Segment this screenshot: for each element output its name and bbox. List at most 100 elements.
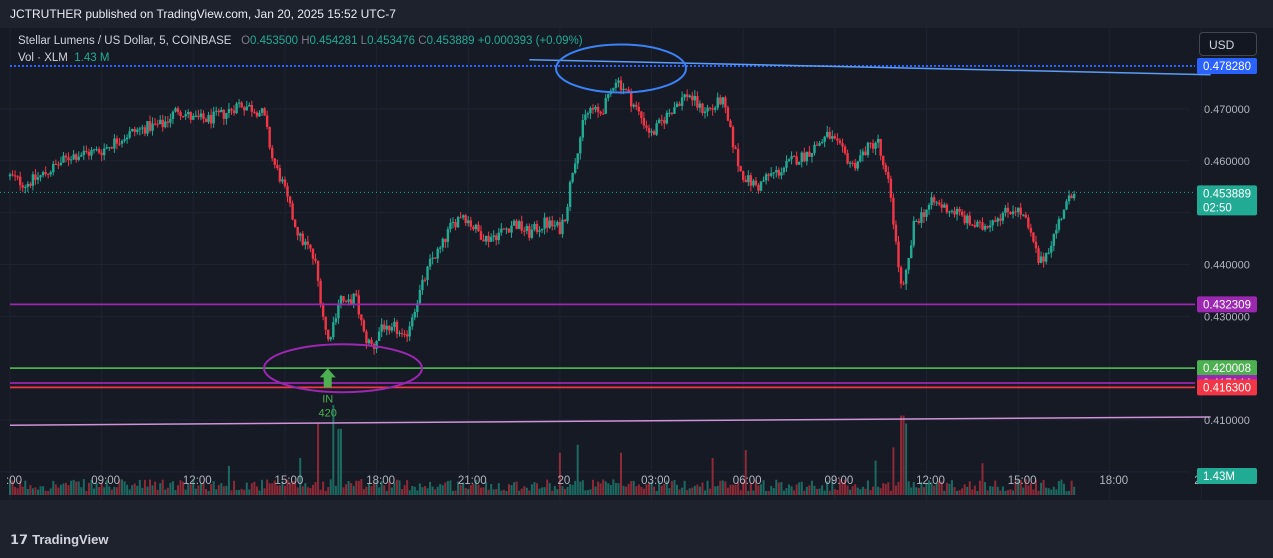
volume-bar: [406, 480, 409, 495]
candle-body: [782, 167, 786, 173]
candle-body: [573, 163, 577, 173]
candle-body: [910, 245, 913, 259]
volume-bar: [775, 479, 778, 495]
volume-bar: [790, 486, 793, 495]
candle-body: [538, 230, 541, 232]
candle-body: [49, 172, 52, 175]
volume-bar: [156, 490, 159, 495]
candle-body: [889, 178, 893, 198]
volume-bar: [645, 484, 648, 495]
candle-body: [739, 166, 742, 172]
volume-bar: [49, 488, 52, 495]
volume-bar: [143, 479, 146, 495]
volume-bar: [956, 490, 959, 495]
volume-bar: [126, 484, 129, 495]
volume-bar: [350, 483, 353, 495]
volume-bar: [1057, 481, 1060, 495]
candle-body: [971, 224, 974, 226]
volume-bar: [423, 485, 426, 495]
candle-body: [113, 138, 116, 149]
x-tick-label: 12:00: [183, 475, 212, 487]
volume-bar: [836, 490, 839, 495]
candle-body: [579, 137, 582, 154]
volume-bar: [551, 490, 554, 495]
volume-bar: [757, 485, 760, 495]
level-price-label: 0.416300: [1203, 382, 1251, 394]
candle-body: [230, 109, 233, 111]
volume-bar: [357, 480, 360, 495]
volume-bar: [765, 490, 768, 495]
candle-body: [181, 116, 185, 118]
symbol-name[interactable]: Stellar Lumens / US Dollar, 5, COINBASE: [18, 35, 232, 47]
volume-bar: [816, 488, 819, 495]
volume-bar: [189, 484, 192, 495]
candle-body: [34, 174, 37, 180]
volume-bar: [856, 487, 859, 495]
volume-bar: [1012, 490, 1015, 495]
candle-body: [525, 226, 529, 231]
volume-bar: [808, 485, 811, 495]
candle-body: [1014, 211, 1017, 213]
candle-body: [963, 215, 966, 224]
candle-body: [958, 208, 961, 212]
tradingview-logo[interactable]: 𝟭𝟳 TradingView: [10, 532, 108, 548]
volume-bar: [640, 486, 643, 495]
currency-selector[interactable]: USD: [1199, 32, 1257, 56]
volume-bar: [683, 480, 686, 495]
candle-body: [237, 102, 241, 104]
volume-bar: [1004, 490, 1007, 495]
candle-body: [533, 223, 536, 230]
candle-body: [754, 180, 758, 185]
candle-body: [222, 109, 226, 119]
candle-body: [232, 110, 236, 114]
candle-body: [988, 225, 992, 228]
volume-bar: [523, 486, 526, 495]
candle-body: [334, 318, 338, 323]
candle-body: [64, 155, 68, 158]
volume-bar: [800, 481, 803, 495]
candle-body: [403, 333, 406, 335]
volume-bar: [884, 484, 887, 495]
volume-bar: [866, 480, 869, 495]
candle-body: [1039, 256, 1043, 263]
candle-body: [276, 164, 279, 168]
low-value: 0.453476: [367, 35, 416, 47]
candle-body: [558, 222, 562, 234]
x-tick-label: 15:00: [1008, 475, 1037, 487]
candle-body: [54, 163, 58, 165]
candle-body: [337, 304, 340, 319]
candle-body: [978, 221, 982, 223]
candle-body: [777, 169, 781, 176]
candle-body: [762, 180, 765, 182]
volume-bar: [309, 487, 312, 495]
candle-body: [561, 219, 564, 234]
volume-bar: [469, 485, 472, 495]
candle-body: [436, 248, 439, 259]
volume-bar: [589, 489, 592, 495]
candle-body: [940, 204, 943, 208]
volume-bar: [650, 481, 653, 495]
volume-bar: [986, 490, 989, 495]
volume-bar: [151, 485, 154, 495]
volume-bar: [342, 487, 345, 495]
volume-bar: [14, 487, 17, 495]
volume-bar: [576, 444, 579, 495]
volume-label[interactable]: Vol · XLM: [18, 52, 68, 64]
volume-bar: [500, 490, 503, 495]
candle-body: [192, 115, 195, 120]
volume-bar: [828, 490, 831, 495]
candle-body: [220, 109, 223, 113]
price-chart[interactable]: IN4200.4700000.4600000.4400000.4300000.4…: [0, 28, 1273, 500]
volume-bar: [395, 479, 398, 495]
volume-bar: [1032, 489, 1035, 495]
candle-body: [273, 158, 276, 165]
candle-body: [861, 151, 865, 156]
volume-bar: [9, 479, 11, 495]
last-price-label-countdown: 02:50: [1203, 202, 1232, 214]
candle-body: [856, 161, 859, 169]
volume-bar: [566, 486, 569, 495]
change-value: +0.000393 (+0.09%): [477, 35, 583, 47]
volume-bar: [1019, 479, 1022, 495]
volume-bar: [747, 490, 750, 495]
chart-pane[interactable]: IN 420 0.470000 0.460000 0.440000 0.430000 0.4…: [0, 28, 1273, 500]
